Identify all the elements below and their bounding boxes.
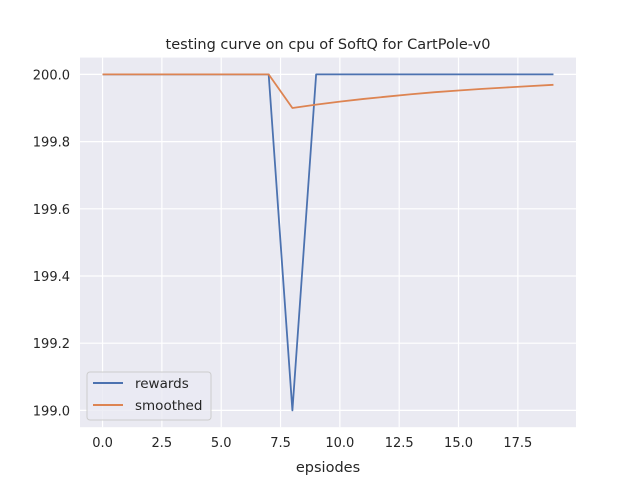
y-tick-label: 199.2 bbox=[33, 337, 70, 352]
x-tick-label: 2.5 bbox=[152, 436, 173, 451]
x-tick-label: 15.0 bbox=[444, 436, 473, 451]
y-tick-label: 199.6 bbox=[33, 203, 70, 218]
x-tick-label: 5.0 bbox=[211, 436, 232, 451]
y-tick-label: 199.8 bbox=[33, 136, 70, 151]
series-line-smoothed bbox=[102, 73, 554, 109]
legend-label-smoothed: smoothed bbox=[135, 398, 202, 414]
x-tick-label: 12.5 bbox=[385, 436, 414, 451]
legend-label-rewards: rewards bbox=[135, 376, 189, 392]
x-tick-label: 7.5 bbox=[270, 436, 291, 451]
legend: rewards smoothed bbox=[86, 371, 212, 421]
tick-labels: 0.0 2.5 5.0 7.5 10.0 12.5 15.0 17.5 199.0 199.2 19… bbox=[33, 68, 533, 451]
y-tick-label: 200.0 bbox=[33, 68, 70, 83]
series-lines bbox=[102, 73, 554, 412]
plot-area bbox=[80, 57, 576, 428]
x-tick-label: 0.0 bbox=[92, 436, 113, 451]
chart-title: testing curve on cpu of SoftQ for CartPo… bbox=[166, 37, 491, 53]
x-tick-label: 17.5 bbox=[503, 436, 532, 451]
x-tick-label: 10.0 bbox=[325, 436, 354, 451]
y-tick-label: 199.0 bbox=[33, 404, 70, 419]
y-tick-label: 199.4 bbox=[33, 270, 70, 285]
x-axis-label: epsiodes bbox=[296, 460, 360, 476]
